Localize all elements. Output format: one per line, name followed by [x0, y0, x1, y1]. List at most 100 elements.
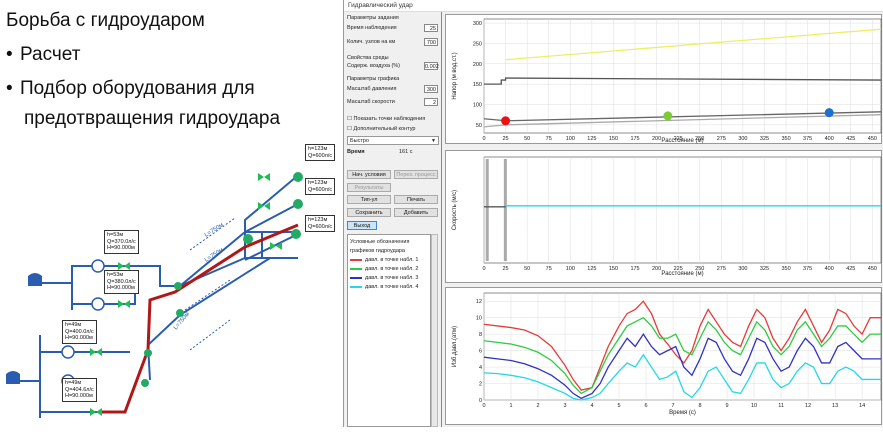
group-label: Параметры графика — [347, 76, 400, 82]
y-tick-label: 6 — [479, 349, 482, 355]
time-current: 161 с — [399, 149, 413, 155]
bullet-item: • Подбор оборудования для — [6, 78, 255, 99]
y-tick-label: 2 — [479, 382, 482, 388]
extra-contour-label: Дополнительный контур — [353, 126, 416, 132]
x-tick-label: 425 — [846, 136, 855, 142]
legend-subtitle: графиков гидроудара — [350, 247, 405, 254]
initial-conditions-button[interactable]: Нач. условия — [347, 170, 391, 179]
run-button[interactable]: Тип-ул — [347, 195, 391, 204]
y-axis-label: Изб.давл.(атм) — [452, 326, 458, 367]
legend-item: давл. в точке набл. 3 — [350, 273, 428, 282]
pressure-chart: 0 1 2 3 4 5 6 7 8 9 10 11 12 13 14 12 10 8 6 4 2 0 Время (с) Из… — [445, 287, 882, 425]
chevron-down-icon: ▼ — [431, 138, 436, 144]
slide-text: Борьба с гидроударом • Расчет • Подбор обо… — [0, 0, 340, 140]
legend-label: давл. в точке набл. 2 — [365, 265, 419, 272]
time-input[interactable]: 25 — [424, 24, 438, 32]
x-tick-label: 250 — [695, 266, 704, 272]
x-tick-label: 100 — [566, 266, 575, 272]
x-tick-label: 275 — [717, 266, 726, 272]
series-line — [483, 353, 881, 401]
legend-swatch — [350, 258, 362, 261]
x-tick-label: 1 — [509, 403, 512, 409]
x-tick-label: 325 — [760, 266, 769, 272]
x-axis-label: Расстояние (м) — [661, 138, 703, 144]
x-tick-label: 25 — [503, 266, 509, 272]
node-label: h=123м Q=600л/с — [305, 178, 336, 195]
x-tick-label: 300 — [738, 266, 747, 272]
x-tick-label: 13 — [832, 403, 838, 409]
x-tick-label: 450 — [868, 266, 877, 272]
time-title: Время — [347, 149, 365, 155]
add-button[interactable]: Добавить — [394, 208, 438, 217]
bullet-continuation: предотвращения гидроудара — [24, 108, 281, 129]
legend-scrollbar[interactable] — [431, 234, 438, 427]
pump-label: h=49м Q=404.6л/с H=90.000м — [62, 378, 97, 402]
observation-point-marker — [663, 111, 673, 121]
hydraulic-shock-app: Гидравлический удар Параметры задания Вр… — [343, 0, 883, 427]
vscale-input[interactable]: 2 — [424, 98, 438, 106]
vscale-label: Масштаб скорости — [347, 99, 395, 105]
velocity-bar — [503, 159, 507, 261]
x-tick-label: 4 — [590, 403, 593, 409]
bullet-text: Подбор оборудования для — [20, 78, 255, 99]
valve-icons — [90, 173, 282, 416]
velocity-chart: 0 25 50 75 100 125 150 175 200 225 250 275 300 325 350… — [445, 150, 882, 283]
speed-select-value: Быстро — [350, 138, 369, 144]
pscale-input[interactable]: 300 — [424, 85, 438, 93]
x-tick-label: 175 — [630, 136, 639, 142]
x-tick-label: 8 — [699, 403, 702, 409]
y-tick-label: 150 — [473, 82, 482, 88]
extra-contour-checkbox[interactable]: ☐ Дополнительный контур — [347, 126, 416, 132]
window-title: Гидравлический удар — [344, 0, 883, 12]
x-tick-label: 425 — [846, 266, 855, 272]
x-tick-label: 350 — [781, 136, 790, 142]
reset-process-button[interactable]: Перез. процесс — [394, 170, 438, 179]
reservoir-icons — [6, 273, 42, 384]
x-tick-label: 275 — [717, 136, 726, 142]
pump-label: h=49м Q=400.0л/с H=90.000м — [62, 320, 97, 344]
x-tick-label: 450 — [868, 136, 877, 142]
legend-swatch — [350, 276, 362, 279]
velocity-chart-svg: 0 25 50 75 100 125 150 175 200 225 250 275 300 325 350… — [452, 156, 882, 277]
x-tick-label: 10 — [751, 403, 757, 409]
results-button[interactable]: Результаты — [347, 183, 391, 192]
show-points-checkbox[interactable]: ☐ Показать точки наблюдения — [347, 116, 426, 122]
y-tick-label: 4 — [479, 365, 482, 371]
legend-label: давл. в точке набл. 4 — [365, 283, 419, 290]
series-line — [483, 332, 881, 400]
x-tick-label: 225 — [674, 266, 683, 272]
x-tick-label: 50 — [524, 266, 530, 272]
print-button[interactable]: Печать — [394, 195, 438, 204]
x-tick-label: 6 — [645, 403, 648, 409]
y-tick-label: 0 — [479, 398, 482, 404]
y-tick-label: 200 — [473, 62, 482, 68]
velocity-bar — [485, 159, 489, 261]
x-tick-label: 250 — [695, 136, 704, 142]
group-label: Свойства среды — [347, 55, 389, 61]
y-tick-label: 300 — [473, 21, 482, 27]
nodes-input[interactable]: 700 — [424, 38, 438, 46]
pipe-lower-branch — [146, 257, 271, 381]
x-tick-label: 3 — [563, 403, 566, 409]
speed-select[interactable]: Быстро ▼ — [347, 136, 439, 145]
x-tick-label: 100 — [566, 136, 575, 142]
y-tick-label: 10 — [476, 316, 482, 322]
exit-button[interactable]: Выход — [347, 221, 377, 230]
node-label: h=123м Q=600л/с — [305, 215, 336, 232]
pump-label: h=53м Q=380.0л/с H=90.000м — [104, 270, 139, 294]
main-pipe — [100, 223, 299, 414]
node-label: h=123м Q=600л/с — [305, 144, 336, 161]
pipes — [16, 176, 300, 418]
pscale-label: Масштаб давления — [347, 86, 397, 92]
y-tick-label: 100 — [473, 103, 482, 109]
x-tick-label: 375 — [803, 136, 812, 142]
save-button[interactable]: Сохранить — [347, 208, 391, 217]
x-tick-label: 12 — [805, 403, 811, 409]
legend-title: Условные обозначения — [350, 238, 410, 245]
series-line — [483, 316, 881, 395]
y-tick-label: 50 — [476, 123, 482, 129]
air-input[interactable]: 0.002 — [424, 62, 439, 70]
pipeline-scheme: L=750м L=750м L=750м h=123м Q=600л/с h=1… — [0, 140, 345, 427]
pipe-lower — [16, 335, 130, 418]
